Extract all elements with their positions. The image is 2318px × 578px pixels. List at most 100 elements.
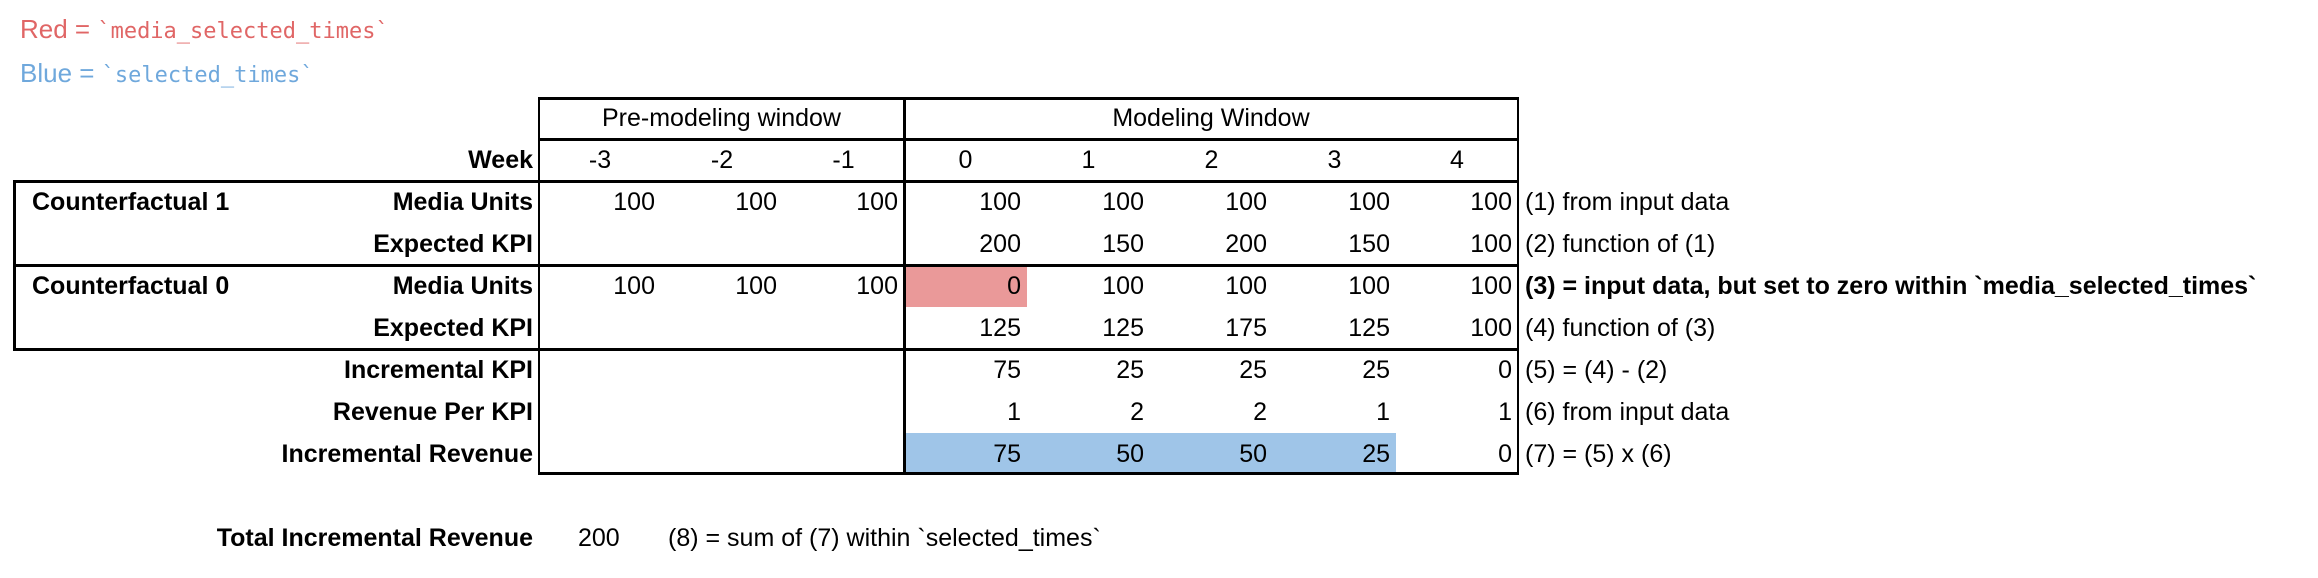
- table-cell: 25: [1116, 356, 1144, 384]
- table-cell: 100: [1470, 314, 1512, 342]
- table-cell: 1: [1376, 398, 1390, 426]
- week-4: 1: [1081, 146, 1096, 174]
- table-cell: 100: [735, 188, 777, 216]
- total-incremental-revenue-label: Total Incremental Revenue: [216, 524, 533, 552]
- row-note: (4) function of (3): [1525, 314, 1716, 342]
- table-border: [13, 180, 1518, 183]
- table-cell: [539, 223, 661, 265]
- table-cell: 100: [735, 272, 777, 300]
- row-label: Media Units: [392, 272, 533, 300]
- table-cell: [539, 349, 661, 391]
- table-cell: 75: [993, 356, 1021, 384]
- row-note: (6) from input data: [1525, 398, 1730, 426]
- table-cell: [539, 307, 661, 349]
- table-cell: 100: [1470, 230, 1512, 258]
- week-0: -3: [588, 146, 612, 174]
- legend-blue: Blue = `selected_times`: [20, 58, 314, 89]
- legend-red-label: Red =: [20, 14, 98, 44]
- table-cell: 25: [1362, 356, 1390, 384]
- table-cell: 100: [856, 272, 898, 300]
- table-cell: 100: [613, 272, 655, 300]
- table-cell: [661, 391, 783, 433]
- table-cell: 50: [1116, 440, 1144, 468]
- media-selected-times-highlight: [904, 266, 1027, 307]
- table-cell: [783, 391, 904, 433]
- table-cell: 100: [613, 188, 655, 216]
- row-label: Media Units: [392, 188, 533, 216]
- week-2: -1: [832, 146, 855, 174]
- counterfactual-0-label: Counterfactual 0: [32, 272, 230, 300]
- table-cell: 125: [979, 314, 1021, 342]
- modeling-window-header: Modeling Window: [1112, 104, 1310, 132]
- table-cell: [661, 307, 783, 349]
- legend-red: Red = `media_selected_times`: [20, 14, 389, 45]
- row-note: (7) = (5) x (6): [1525, 440, 1672, 468]
- table-cell: 0: [1498, 356, 1512, 384]
- table-cell: 25: [1239, 356, 1267, 384]
- table-cell: 100: [1348, 272, 1390, 300]
- table-cell: 100: [1225, 272, 1267, 300]
- table-border: [903, 97, 906, 475]
- table-cell: 1: [1007, 398, 1021, 426]
- table-cell: 150: [1348, 230, 1390, 258]
- row-label: Incremental KPI: [344, 356, 533, 384]
- table-cell: 100: [979, 188, 1021, 216]
- table-cell: [539, 433, 661, 475]
- table-border: [538, 97, 540, 475]
- row-note: (3) = input data, but set to zero within…: [1525, 272, 2257, 300]
- table-cell: [539, 391, 661, 433]
- week-5: 2: [1204, 146, 1219, 174]
- table-cell: [661, 349, 783, 391]
- table-border: [13, 348, 1518, 351]
- week-1: -2: [710, 146, 734, 174]
- legend-blue-label: Blue =: [20, 58, 102, 88]
- table-border: [539, 97, 1518, 100]
- table-border: [13, 264, 1518, 267]
- legend-blue-code: `selected_times`: [101, 63, 314, 88]
- table-cell: 0: [1007, 272, 1021, 300]
- table-cell: [783, 349, 904, 391]
- selected-times-highlight: [904, 433, 1396, 474]
- row-label: Incremental Revenue: [281, 440, 534, 468]
- legend-red-code: `media_selected_times`: [97, 19, 389, 44]
- table-cell: 175: [1225, 314, 1267, 342]
- table-border: [1517, 97, 1519, 475]
- table-cell: [783, 307, 904, 349]
- table-cell: 100: [1470, 272, 1512, 300]
- row-label: Revenue Per KPI: [332, 398, 533, 426]
- week-6: 3: [1327, 146, 1342, 174]
- week-label: Week: [468, 146, 533, 174]
- table-border: [539, 472, 1518, 475]
- table-cell: 25: [1362, 440, 1390, 468]
- table-cell: [783, 223, 904, 265]
- table-cell: 100: [1470, 188, 1512, 216]
- table-cell: 1: [1498, 398, 1512, 426]
- table-cell: 50: [1239, 440, 1267, 468]
- table-cell: 125: [1102, 314, 1144, 342]
- table-cell: 125: [1348, 314, 1390, 342]
- row-note: (1) from input data: [1525, 188, 1730, 216]
- week-3: 0: [958, 146, 973, 174]
- table-border: [539, 138, 1518, 141]
- table-cell: 100: [856, 188, 898, 216]
- total-incremental-revenue-value: 200: [578, 524, 620, 552]
- table-cell: [661, 223, 783, 265]
- table-cell: 150: [1102, 230, 1144, 258]
- table-cell: 100: [1102, 188, 1144, 216]
- pre-modeling-window-header: Pre-modeling window: [601, 104, 841, 132]
- table-cell: 75: [993, 440, 1021, 468]
- table-cell: 2: [1130, 398, 1144, 426]
- table-cell: 100: [1225, 188, 1267, 216]
- table-cell: 2: [1253, 398, 1267, 426]
- row-note: (2) function of (1): [1525, 230, 1716, 258]
- table-cell: 100: [1348, 188, 1390, 216]
- week-7: 4: [1450, 146, 1464, 174]
- table-cell: 0: [1498, 440, 1512, 468]
- table-cell: [783, 433, 904, 475]
- row-note: (5) = (4) - (2): [1525, 356, 1668, 384]
- table-cell: 200: [1225, 230, 1267, 258]
- table-border: [13, 180, 16, 351]
- table-cell: 200: [979, 230, 1021, 258]
- row-label: Expected KPI: [373, 314, 533, 342]
- table-cell: [661, 433, 783, 475]
